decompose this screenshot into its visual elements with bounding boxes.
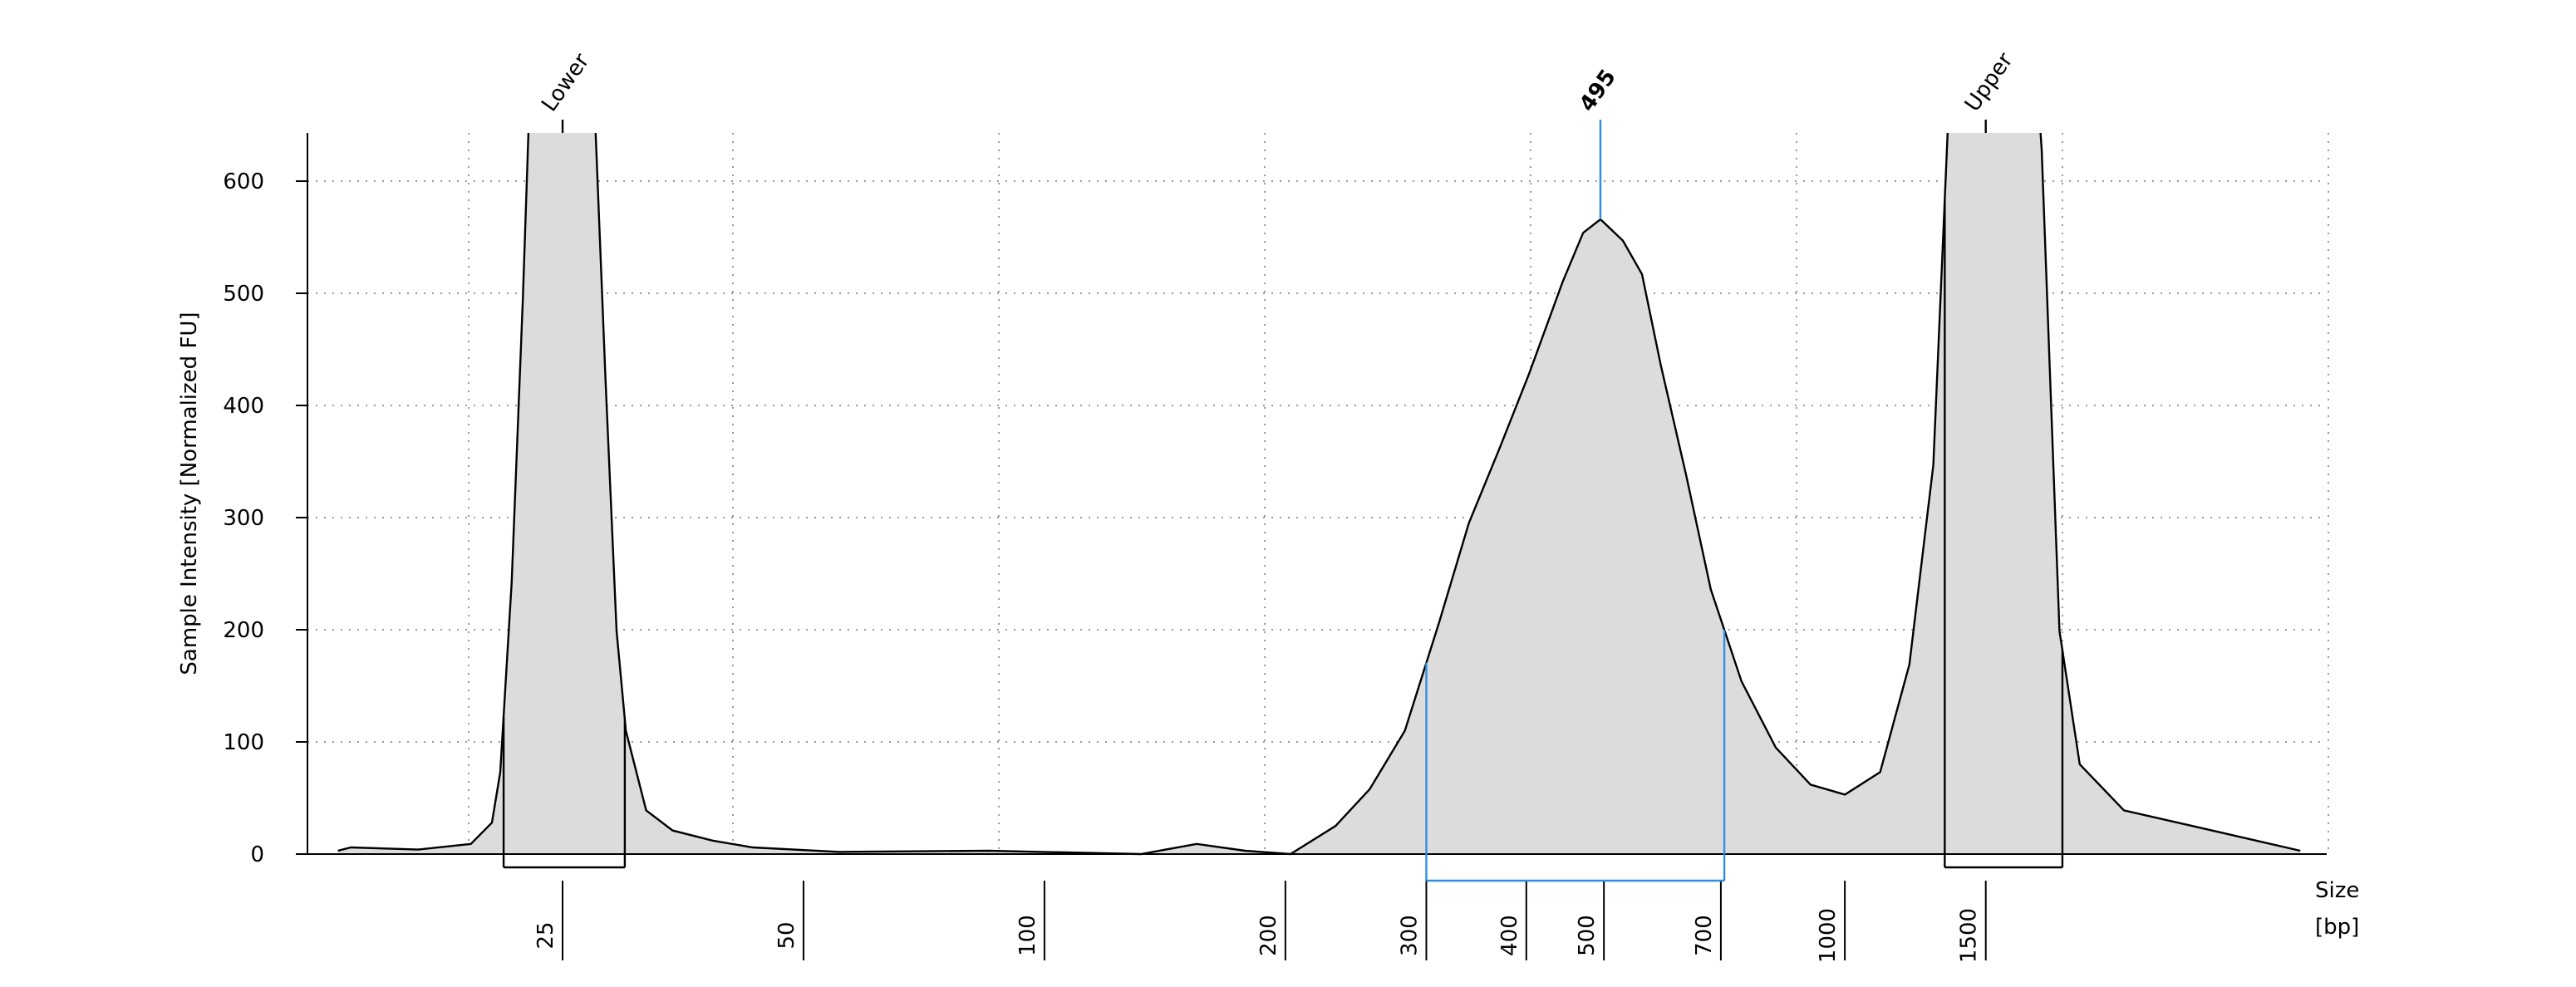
trace-fill: [337, 133, 2301, 854]
y-tick-label: 200: [223, 618, 264, 643]
marker-label: Upper: [1960, 48, 2018, 116]
x-tick-label: 700: [1692, 915, 1717, 956]
x-tick-label: 25: [533, 921, 558, 949]
x-tick-label: 200: [1256, 915, 1281, 956]
x-axis-label: [bp]: [2315, 915, 2359, 940]
x-tick-label: 300: [1397, 915, 1422, 956]
marker-label: 495: [1575, 65, 1621, 116]
x-tick-label: 50: [774, 921, 799, 949]
marker-label: Lower: [537, 49, 594, 116]
y-tick-label: 400: [223, 394, 264, 419]
x-tick-label: 100: [1015, 915, 1040, 956]
x-tick-label: 1500: [1957, 908, 1982, 963]
y-tick-label: 600: [223, 169, 264, 194]
x-axis-label: Size: [2315, 878, 2359, 903]
x-tick-label: 1000: [1816, 908, 1841, 963]
y-axis-label: Sample Intensity [Normalized FU]: [177, 312, 202, 675]
trace: [337, 133, 2301, 856]
x-tick-label: 400: [1497, 915, 1522, 956]
y-tick-label: 300: [223, 506, 264, 531]
x-tick-label: 500: [1575, 915, 1600, 956]
y-tick-label: 100: [223, 730, 264, 755]
y-tick-label: 0: [250, 842, 264, 867]
y-tick-label: 500: [223, 282, 264, 307]
trace-line: [337, 133, 2301, 856]
